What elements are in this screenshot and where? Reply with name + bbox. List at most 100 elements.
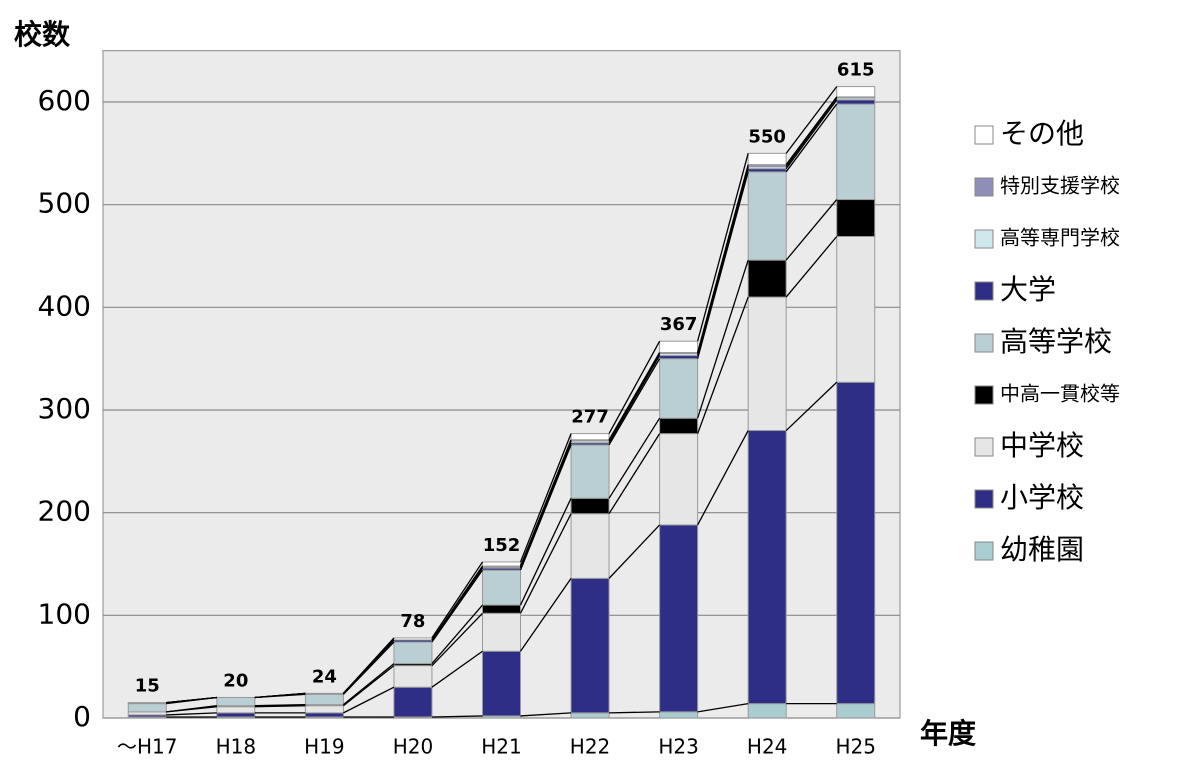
x-tick-label: H22 — [570, 735, 611, 759]
legend-label: 特別支援学校 — [1000, 174, 1120, 198]
bar-segment — [659, 417, 699, 435]
bar-segment — [127, 702, 167, 705]
x-tick-label: H21 — [481, 735, 522, 759]
bar-segment — [747, 152, 787, 166]
connector-line — [431, 569, 484, 643]
connector-line — [697, 296, 749, 434]
legend-label: 中高一貫校等 — [1000, 382, 1120, 406]
bar-segment — [216, 696, 256, 707]
legend-label: 小学校 — [1000, 481, 1084, 514]
bar-segment — [570, 433, 610, 441]
legend-label: 中学校 — [1000, 429, 1084, 462]
bar-segment — [836, 703, 876, 719]
bar-segment — [836, 381, 876, 705]
connector-line — [254, 705, 306, 708]
connector-line — [166, 696, 217, 704]
connector-line — [342, 665, 395, 707]
bar-segment — [570, 712, 610, 719]
bar-segment — [482, 604, 521, 614]
y-tick-label: 400 — [38, 289, 91, 322]
bar-segment — [304, 712, 344, 718]
x-tick-label: H19 — [304, 735, 345, 759]
bar-segment — [216, 712, 256, 718]
bar-segment — [482, 650, 521, 717]
bar-segment — [127, 703, 167, 713]
connector-line — [342, 641, 395, 695]
bar-segment — [216, 706, 256, 714]
connector-line — [785, 96, 838, 166]
bar-segment — [393, 641, 433, 665]
x-tick-label: H25 — [835, 735, 876, 759]
connector-line — [520, 712, 572, 717]
y-tick-label: 300 — [38, 392, 91, 425]
connector-line — [342, 637, 395, 694]
connector-line — [254, 704, 306, 707]
connector-line — [696, 153, 749, 342]
bar-segment — [836, 103, 876, 201]
bar-segment — [304, 692, 344, 695]
bar-segment — [570, 577, 610, 714]
connector-line — [608, 355, 661, 444]
total-label: 20 — [223, 670, 248, 691]
bar-segment — [304, 693, 344, 706]
connector-line — [785, 199, 838, 261]
legend-swatch — [974, 177, 994, 197]
y-tick-label: 500 — [38, 187, 91, 220]
bar-segment — [747, 296, 787, 432]
connector-line — [609, 711, 660, 714]
bar-segment — [747, 430, 787, 705]
connector-line — [519, 578, 572, 652]
connector-line — [166, 705, 217, 713]
connector-line — [608, 417, 661, 499]
bar-segment — [570, 444, 610, 499]
bar-segment — [836, 235, 876, 383]
y-tick-label: 0 — [73, 700, 91, 733]
total-label: 550 — [748, 126, 786, 147]
legend-swatch — [974, 281, 994, 301]
connector-line — [785, 103, 838, 173]
bar-segment — [659, 524, 699, 713]
connector-line — [431, 604, 483, 665]
legend-label: 高等学校 — [1000, 325, 1112, 358]
bar-segment — [393, 686, 433, 718]
legend-swatch — [974, 125, 994, 145]
y-tick-label: 100 — [38, 597, 91, 630]
bar-segment — [659, 340, 699, 354]
connector-line — [785, 97, 838, 168]
x-tick-label: H24 — [747, 735, 788, 759]
y-axis-title: 校数 — [14, 18, 71, 51]
connector-line — [431, 565, 484, 641]
connector-line — [519, 444, 572, 571]
connector-line — [785, 86, 838, 154]
connector-line — [431, 715, 483, 718]
connector-line — [608, 358, 661, 446]
bar-segment — [659, 711, 699, 719]
bar-segment — [570, 497, 610, 515]
connector-line — [696, 259, 749, 419]
bar-segment — [747, 171, 787, 261]
bar-segment — [836, 199, 876, 237]
legend-swatch — [974, 489, 994, 509]
total-label: 277 — [571, 407, 609, 428]
total-label: 367 — [660, 314, 698, 335]
connector-line — [608, 433, 661, 515]
bar-segment — [570, 513, 610, 579]
y-tick-label: 600 — [38, 84, 91, 117]
connector-line — [519, 439, 572, 567]
legend-swatch — [974, 333, 994, 353]
total-label: 24 — [312, 666, 337, 687]
connector-line — [785, 381, 838, 432]
connector-line — [608, 340, 661, 434]
connector-line — [519, 498, 572, 606]
legend-swatch — [974, 229, 994, 249]
x-axis-title: 年度 — [920, 717, 976, 750]
y-tick-label: 200 — [38, 495, 91, 528]
bar-segment — [836, 86, 876, 98]
x-tick-label: H23 — [658, 735, 699, 759]
bar-segment — [836, 99, 876, 105]
connector-line — [166, 712, 217, 716]
connector-line — [431, 561, 484, 639]
legend-label: その他 — [1000, 117, 1084, 150]
connector-line — [342, 663, 395, 706]
